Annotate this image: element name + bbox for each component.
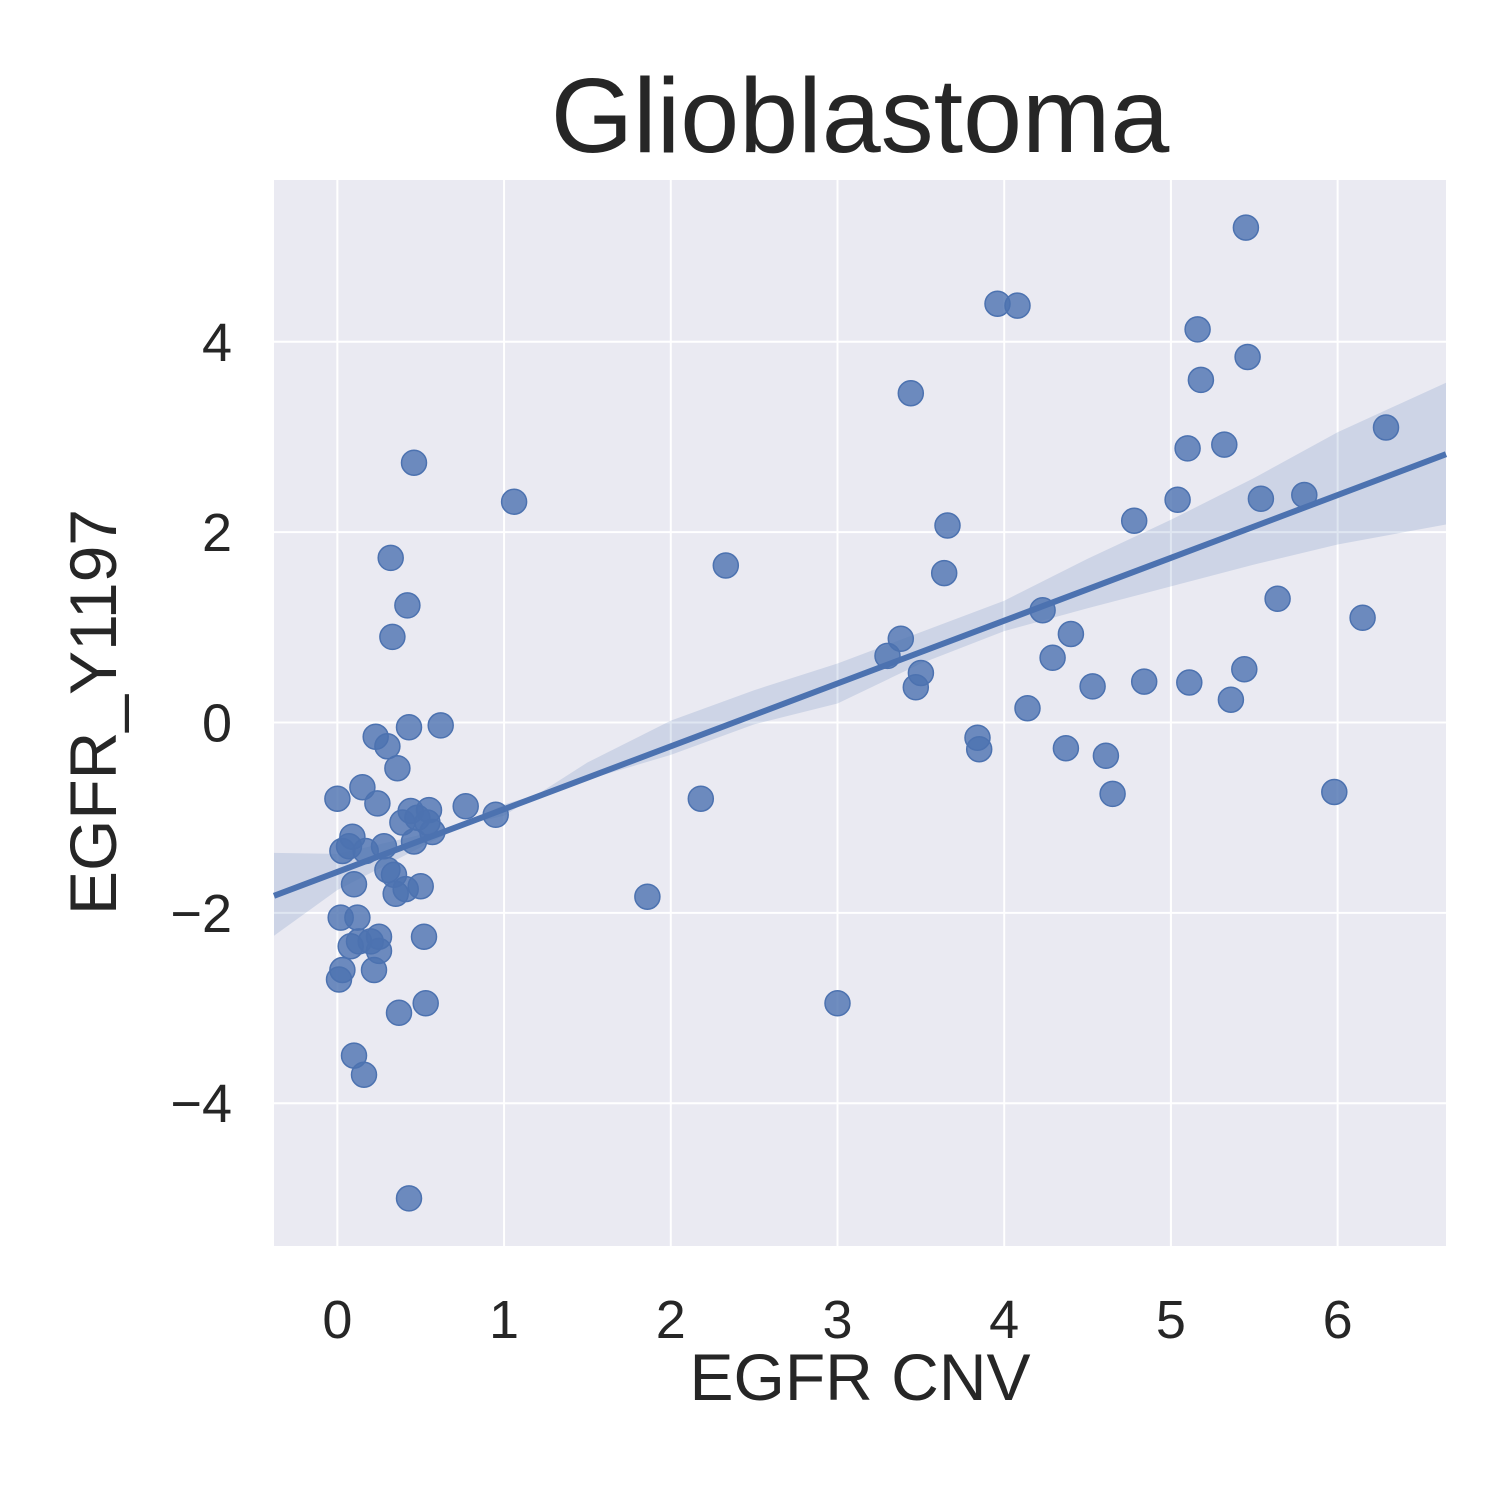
x-tick-label: 3 — [822, 1290, 852, 1350]
data-point — [1164, 486, 1191, 514]
data-point — [1014, 694, 1041, 722]
data-point — [1349, 604, 1376, 632]
regression-line-layer — [272, 451, 1448, 899]
data-point — [897, 379, 925, 407]
data-point — [1372, 414, 1400, 441]
data-point — [1247, 485, 1275, 513]
y-tick-label: −4 — [170, 1074, 232, 1134]
data-point — [365, 923, 393, 950]
data-point — [1174, 435, 1201, 462]
data-point — [1231, 655, 1258, 683]
data-point — [1176, 669, 1203, 696]
data-point — [400, 449, 428, 476]
data-point — [379, 623, 406, 651]
x-tick-label: 1 — [489, 1290, 519, 1350]
data-point — [907, 659, 935, 687]
data-point — [412, 990, 439, 1017]
data-point — [1234, 343, 1261, 371]
y-tick-label: 0 — [202, 694, 232, 754]
data-point — [394, 592, 421, 619]
data-point — [344, 904, 371, 931]
data-point — [1217, 686, 1245, 713]
y-tick-labels: −4 −2 0 2 4 — [170, 313, 232, 1134]
data-point — [340, 871, 368, 898]
x-tick-labels: 0 1 2 3 4 5 6 — [322, 1290, 1352, 1350]
data-point — [1052, 734, 1080, 762]
x-tick-label: 4 — [989, 1290, 1019, 1350]
data-point — [1211, 431, 1238, 458]
data-point — [452, 793, 479, 820]
x-axis-label: EGFR CNV — [689, 1340, 1030, 1414]
data-point — [1079, 673, 1106, 700]
data-point — [965, 735, 993, 763]
data-point — [887, 625, 915, 653]
data-point — [687, 785, 715, 812]
data-point — [1004, 292, 1031, 319]
data-point — [1291, 481, 1318, 509]
data-point — [1099, 780, 1126, 808]
data-point — [370, 833, 398, 860]
data-point — [1184, 316, 1211, 343]
data-point — [407, 872, 434, 900]
data-point — [1057, 620, 1085, 648]
grid-lines — [274, 180, 1446, 1246]
data-point — [427, 712, 454, 739]
data-point — [410, 923, 438, 950]
data-point — [934, 512, 961, 539]
data-point — [634, 883, 661, 910]
data-point — [324, 785, 351, 812]
data-point — [1029, 596, 1056, 624]
data-point — [395, 714, 423, 741]
data-point — [384, 754, 411, 782]
scatter-points — [324, 214, 1400, 1212]
data-point — [350, 1061, 378, 1088]
plot-area — [274, 180, 1446, 1246]
data-point — [1321, 778, 1348, 806]
x-tick-label: 6 — [1323, 1290, 1353, 1350]
y-axis-label: EGFR_Y1197 — [56, 509, 130, 915]
data-point — [1039, 644, 1066, 672]
data-point — [415, 796, 443, 824]
data-point — [374, 733, 401, 760]
data-point — [1232, 214, 1260, 241]
data-point — [329, 956, 356, 984]
data-point — [395, 1185, 423, 1212]
data-point — [930, 559, 958, 587]
y-tick-label: 2 — [202, 503, 232, 563]
data-point — [824, 990, 851, 1017]
data-point — [500, 488, 528, 515]
chart-title: Glioblastoma — [551, 57, 1170, 175]
data-point — [419, 818, 446, 846]
data-point — [377, 544, 404, 572]
data-point — [712, 552, 740, 579]
data-point — [1120, 507, 1148, 534]
data-point — [385, 999, 413, 1027]
x-tick-label: 5 — [1156, 1290, 1186, 1350]
y-tick-label: −2 — [170, 884, 232, 944]
data-point — [482, 801, 509, 829]
data-point — [1092, 742, 1120, 770]
confidence-band — [274, 382, 1446, 936]
y-tick-label: 4 — [202, 313, 232, 373]
x-tick-label: 0 — [322, 1290, 352, 1350]
data-point — [349, 773, 376, 801]
confidence-band-layer — [274, 382, 1446, 936]
regression-line — [272, 451, 1448, 899]
data-point — [1264, 585, 1291, 613]
data-point — [1130, 668, 1158, 695]
data-point — [1187, 366, 1215, 394]
x-tick-label: 2 — [656, 1290, 686, 1350]
data-point — [364, 790, 391, 817]
